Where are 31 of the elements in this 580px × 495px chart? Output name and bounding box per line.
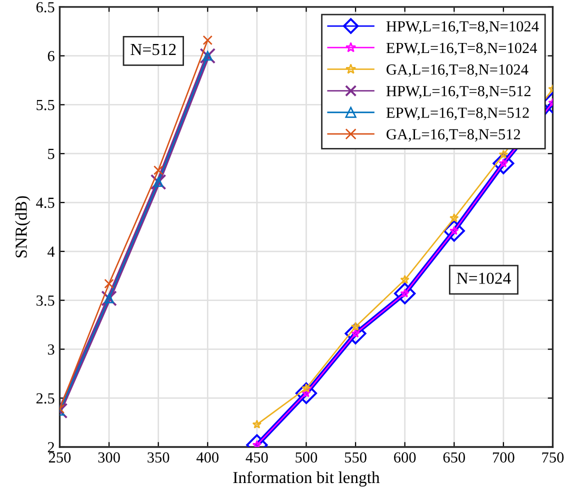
legend-label: EPW,L=16,T=8,N=512 (386, 108, 529, 120)
x-tick-label: 500 (296, 452, 318, 463)
y-tick-label: 3 (48, 344, 54, 355)
x-tick-label: 550 (344, 452, 366, 463)
annotation: N=512 (130, 44, 176, 56)
legend-label: GA,L=16,T=8,N=1024 (386, 64, 528, 77)
y-tick-label: 6.5 (36, 2, 54, 12)
x-tick-label: 700 (492, 452, 514, 463)
x-tick-label: 450 (246, 452, 268, 463)
y-axis-title: SNR(dB) (15, 196, 30, 258)
y-tick-label: 2.5 (36, 393, 54, 404)
x-axis-title: Information bit length (233, 471, 380, 487)
x-tick-label: 750 (542, 452, 564, 463)
x-tick-label: 400 (196, 452, 219, 463)
annotation: N=1024 (456, 272, 511, 284)
y-tick-label: 2 (48, 442, 54, 452)
x-tick-label: 350 (148, 452, 170, 463)
y-tick-label: 5.5 (36, 100, 54, 110)
x-tick-label: 650 (443, 452, 466, 463)
y-tick-label: 3.5 (36, 295, 54, 306)
legend-label: HPW,L=16,T=8,N=512 (386, 86, 531, 98)
x-tick-label: 300 (98, 452, 120, 463)
legend-label: GA,L=16,T=8,N=512 (386, 129, 520, 142)
y-tick-label: 5 (48, 148, 54, 160)
legend-label: HPW,L=16,T=8,N=1024 (386, 21, 539, 34)
y-tick-label: 6 (48, 51, 54, 62)
legend-label: EPW,L=16,T=8,N=1024 (386, 42, 538, 56)
x-tick-label: 250 (48, 452, 71, 463)
x-tick-label: 600 (394, 452, 416, 463)
y-tick-label: 4.5 (36, 198, 54, 208)
y-tick-label: 4 (48, 246, 55, 257)
